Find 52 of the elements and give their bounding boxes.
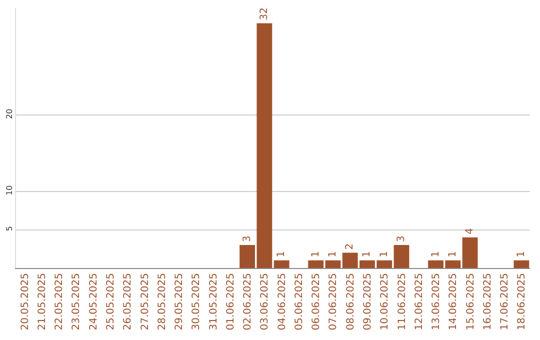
bar	[514, 260, 530, 268]
bar	[274, 260, 290, 268]
x-tick-label: 16.06.2025	[482, 273, 494, 330]
x-tick-label: 24.05.2025	[88, 273, 100, 330]
x-tick-label: 27.05.2025	[140, 273, 151, 330]
data-label: 3	[242, 236, 253, 242]
bar	[394, 245, 410, 268]
data-label: 1	[447, 250, 458, 258]
data-label: 1	[276, 250, 288, 258]
x-tick-label: 01.06.2025	[225, 273, 236, 330]
bar	[308, 260, 324, 268]
x-tick-label: 28.05.2025	[156, 273, 168, 330]
x-tick-label: 06.06.2025	[311, 273, 322, 330]
bar	[462, 237, 478, 268]
x-tick-label: 11.06.2025	[396, 273, 408, 330]
x-tick-label: 20.05.2025	[20, 273, 31, 330]
data-label: 1	[362, 250, 373, 258]
y-tick-label: 10	[4, 185, 14, 196]
x-tick-label: 02.06.2025	[242, 273, 254, 330]
x-tick-label: 08.06.2025	[345, 273, 356, 330]
x-tick-label: 10.06.2025	[380, 273, 391, 330]
y-tick-label: 20	[4, 108, 14, 119]
x-tick-label: 30.05.2025	[191, 273, 202, 330]
data-label: 1	[327, 250, 338, 258]
x-tick-label: 22.05.2025	[54, 273, 66, 330]
x-tick-label: 04.06.2025	[276, 273, 288, 330]
data-label: 3	[396, 236, 407, 242]
x-tick-label: 13.06.2025	[431, 273, 442, 330]
data-label: 4	[464, 228, 476, 234]
x-tick-label: 03.06.2025	[260, 273, 271, 330]
x-tick-label: 07.06.2025	[328, 273, 340, 330]
x-tick-label: 29.05.2025	[174, 273, 186, 330]
data-label: 2	[344, 243, 356, 250]
x-tick-label: 25.05.2025	[105, 273, 116, 330]
x-tick-label: 17.06.2025	[500, 273, 511, 330]
data-label: 1	[310, 250, 322, 258]
x-tick-label: 09.06.2025	[362, 273, 374, 330]
x-tick-label: 18.06.2025	[516, 273, 528, 330]
bar	[325, 260, 341, 268]
x-tick-label: 15.06.2025	[465, 273, 476, 330]
data-label: 1	[378, 250, 390, 258]
x-tick-label: 26.05.2025	[122, 273, 134, 330]
y-tick-label: 5	[4, 226, 14, 232]
x-tick-label: 12.06.2025	[414, 273, 425, 330]
x-tick-label: 05.06.2025	[294, 273, 305, 330]
data-label: 32	[258, 8, 270, 20]
x-tick-label: 14.06.2025	[448, 273, 460, 330]
x-tick-label: 31.05.2025	[208, 273, 220, 330]
x-tick-label: 21.05.2025	[36, 273, 48, 330]
data-label: 1	[516, 250, 527, 258]
data-label: 1	[430, 250, 442, 258]
x-tick-label: 23.05.2025	[71, 273, 82, 330]
